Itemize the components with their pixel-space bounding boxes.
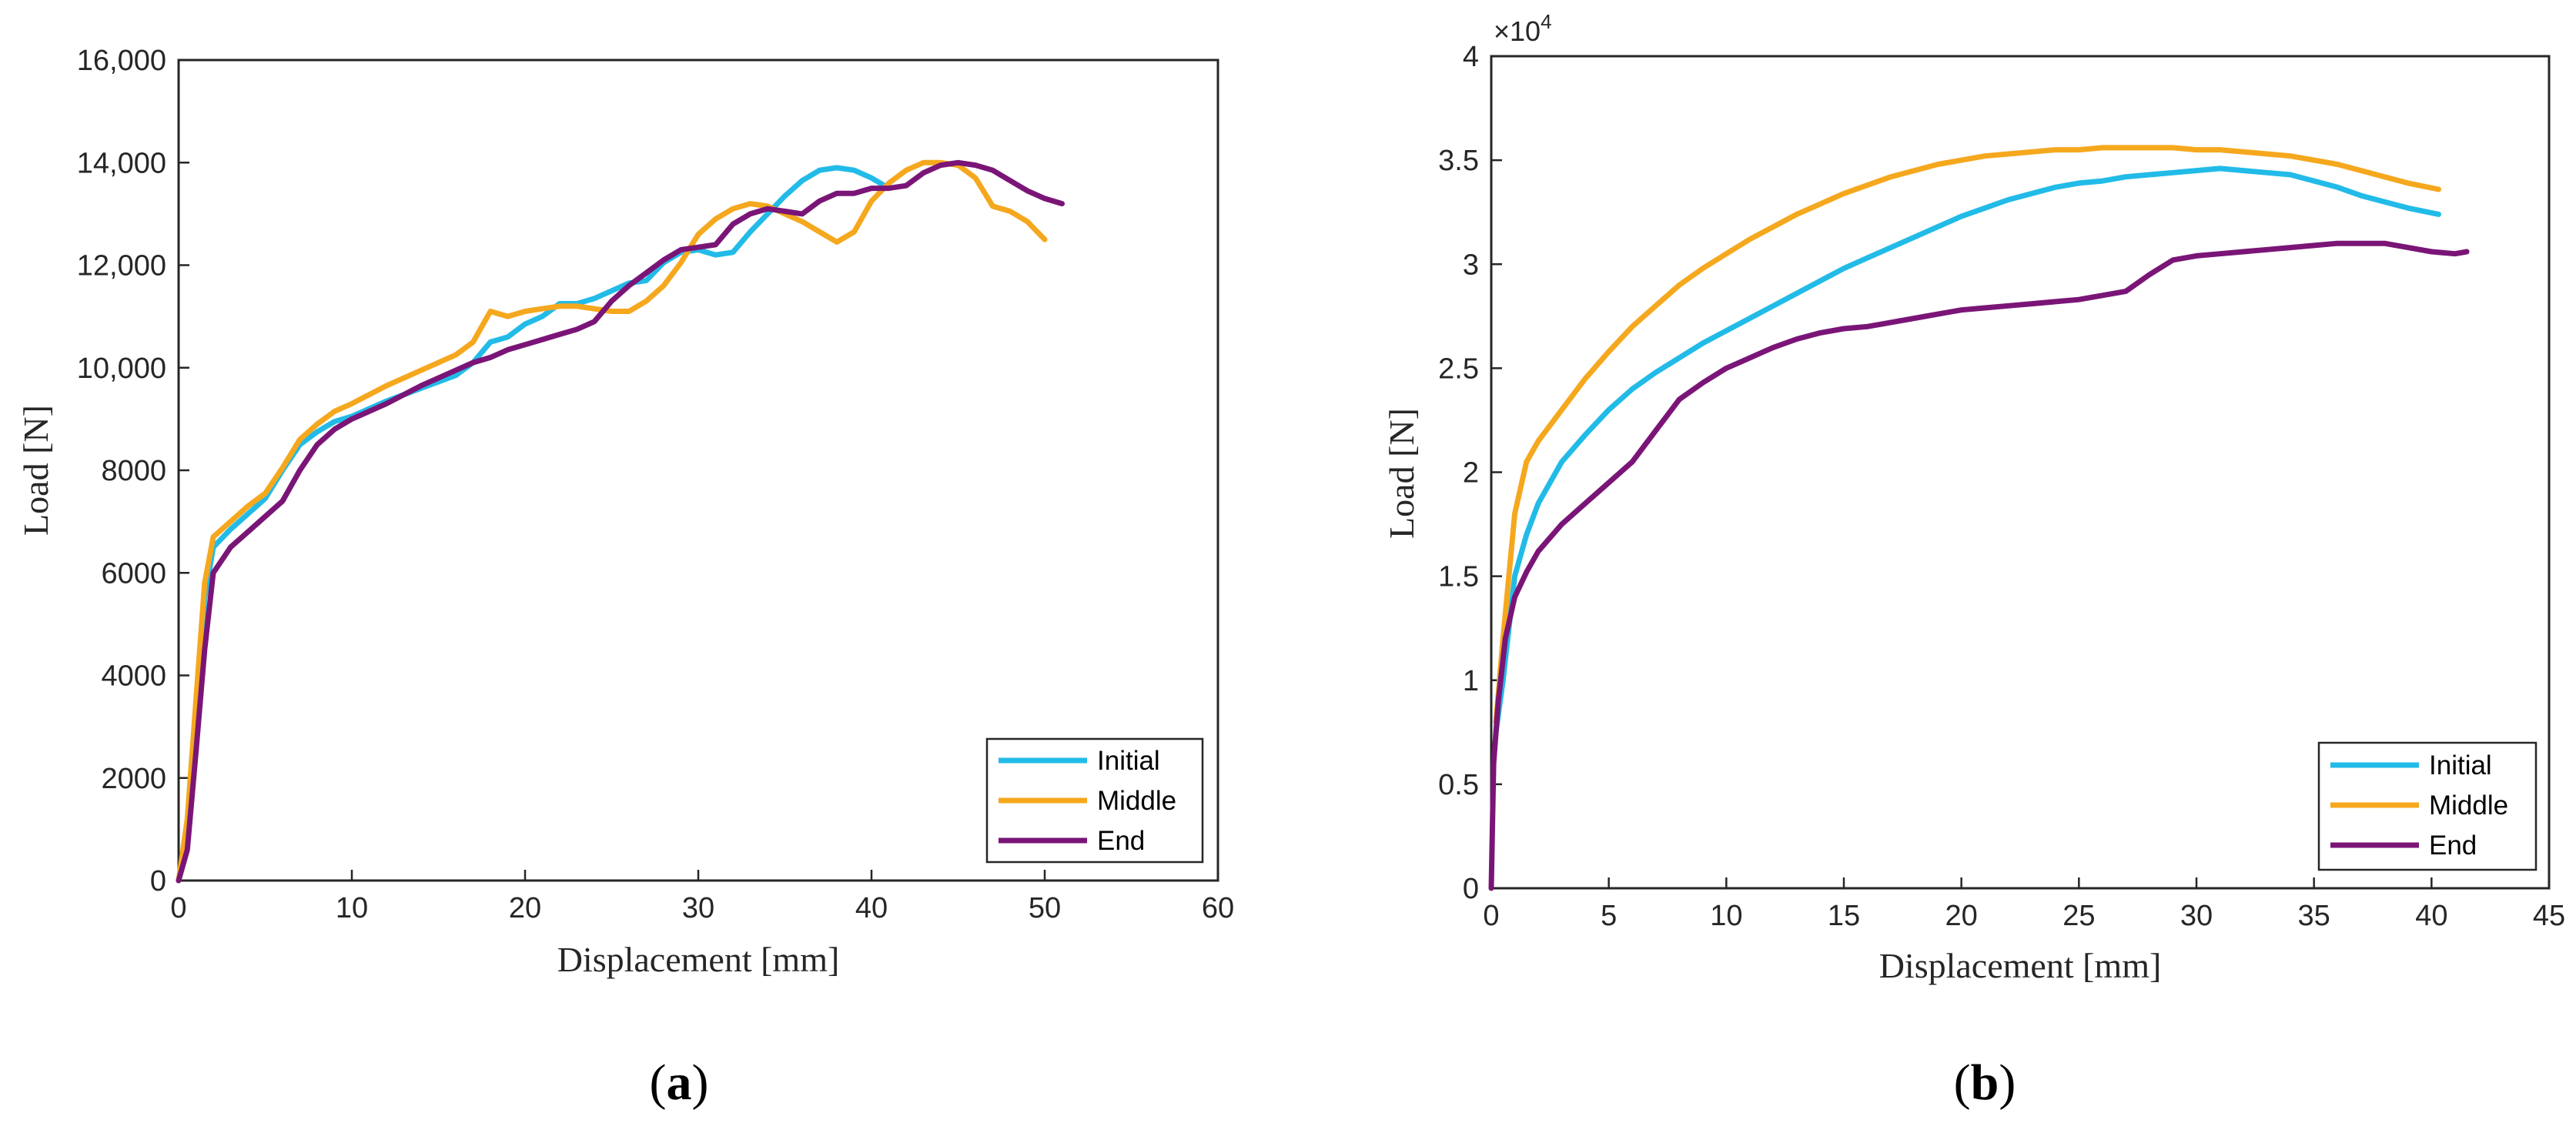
caption-open-a: ( bbox=[650, 1054, 667, 1111]
y-tick-label-a: 14,000 bbox=[77, 147, 166, 179]
y-ticks-a: 0 2000 4000 6000 8000 10,000 12,000 14,000 16,00… bbox=[77, 45, 189, 897]
x-tick-label-b: 25 bbox=[2062, 900, 2095, 932]
y-tick-label-b: 4 bbox=[1463, 41, 1479, 73]
x-tick-label-a: 10 bbox=[336, 892, 368, 924]
y-tick-label-b: 0.5 bbox=[1438, 769, 1479, 801]
legend-label-end-a: End bbox=[1097, 826, 1145, 856]
series-group-a bbox=[176, 159, 1065, 884]
x-tick-label-b: 10 bbox=[1710, 900, 1742, 932]
y-tick-label-b: 1 bbox=[1463, 665, 1479, 697]
x-tick-label-a: 30 bbox=[682, 892, 714, 924]
x-tick-label-a: 0 bbox=[170, 892, 186, 924]
caption-close-a: ) bbox=[692, 1054, 709, 1111]
x-tick-label-a: 40 bbox=[855, 892, 888, 924]
caption-letter-a: a bbox=[667, 1054, 692, 1111]
y-tick-label-a: 10,000 bbox=[77, 353, 166, 385]
series-line-middle-a bbox=[176, 159, 1048, 884]
y-tick-label-a: 2000 bbox=[101, 763, 166, 795]
y-tick-label-a: 6000 bbox=[101, 557, 166, 590]
y-tick-label-a: 4000 bbox=[101, 660, 166, 693]
x-tick-label-b: 15 bbox=[1828, 900, 1860, 932]
x-tick-label-a: 20 bbox=[509, 892, 541, 924]
y-tick-label-b: 2.5 bbox=[1438, 353, 1479, 385]
legend-label-initial-b: Initial bbox=[2429, 750, 2492, 780]
legend-b: Initial Middle End bbox=[2317, 741, 2538, 871]
caption-letter-b: b bbox=[1971, 1054, 1999, 1111]
y-ticks-b: 0 0.5 1 1.5 2 2.5 3 3.5 4 bbox=[1438, 41, 1502, 905]
series-line-initial-b bbox=[1493, 165, 2441, 735]
y-axis-label-a: Load [N] bbox=[16, 405, 55, 536]
multiplier-exponent-b: 4 bbox=[1541, 10, 1551, 33]
x-tick-label-b: 45 bbox=[2533, 900, 2565, 932]
series-line-end-a bbox=[176, 159, 1065, 884]
panel-caption-a: (a) bbox=[650, 1054, 709, 1111]
caption-open-b: ( bbox=[1954, 1054, 1971, 1111]
x-ticks-b: 0 5 10 15 20 25 30 35 40 45 bbox=[1483, 877, 2565, 932]
y-tick-label-b: 3.5 bbox=[1438, 145, 1479, 177]
x-tick-label-b: 30 bbox=[2180, 900, 2213, 932]
y-tick-label-a: 8000 bbox=[101, 455, 166, 487]
x-axis-label-b: Displacement [mm] bbox=[1879, 946, 2162, 985]
legend-label-initial-a: Initial bbox=[1097, 746, 1160, 776]
y-tick-label-b: 0 bbox=[1463, 873, 1479, 905]
multiplier-base-b: ×10 bbox=[1494, 15, 1541, 47]
y-tick-label-b: 2 bbox=[1463, 457, 1479, 490]
y-tick-label-a: 0 bbox=[150, 865, 166, 897]
x-tick-label-b: 40 bbox=[2415, 900, 2447, 932]
x-tick-label-b: 35 bbox=[2298, 900, 2330, 932]
x-tick-label-b: 5 bbox=[1601, 900, 1617, 932]
series-group-b bbox=[1488, 145, 2470, 891]
panel-caption-b: (b) bbox=[1954, 1054, 2016, 1111]
y-tick-label-b: 3 bbox=[1463, 249, 1479, 281]
legend-label-middle-a: Middle bbox=[1097, 786, 1176, 816]
series-line-middle-b bbox=[1493, 145, 2441, 725]
chart-panel-b: 0 5 10 15 20 25 30 35 40 45 0 0.5 1 1.5 2 2.5 3 3.5 4 ×10… bbox=[1382, 10, 2565, 1111]
legend-label-middle-b: Middle bbox=[2429, 790, 2508, 821]
chart-panel-a: 0 10 20 30 40 50 60 0 2000 4000 6000 8000 10,000 12,… bbox=[16, 45, 1234, 1111]
caption-close-b: ) bbox=[1999, 1054, 2016, 1111]
x-ticks-a: 0 10 20 30 40 50 60 bbox=[170, 870, 1234, 924]
legend-a: Initial Middle End bbox=[985, 737, 1204, 864]
y-axis-multiplier-b: ×104 bbox=[1494, 10, 1552, 47]
x-tick-label-a: 60 bbox=[1202, 892, 1234, 924]
y-axis-label-b: Load [N] bbox=[1382, 408, 1421, 539]
legend-label-end-b: End bbox=[2429, 831, 2477, 861]
x-tick-label-b: 0 bbox=[1483, 900, 1499, 932]
x-tick-label-b: 20 bbox=[1945, 900, 1978, 932]
y-tick-label-b: 1.5 bbox=[1438, 561, 1479, 593]
y-tick-label-a: 12,000 bbox=[77, 250, 166, 282]
x-axis-label-a: Displacement [mm] bbox=[557, 940, 840, 979]
series-line-end-b bbox=[1488, 240, 2470, 891]
x-tick-label-a: 50 bbox=[1029, 892, 1061, 924]
y-tick-label-a: 16,000 bbox=[77, 45, 166, 77]
